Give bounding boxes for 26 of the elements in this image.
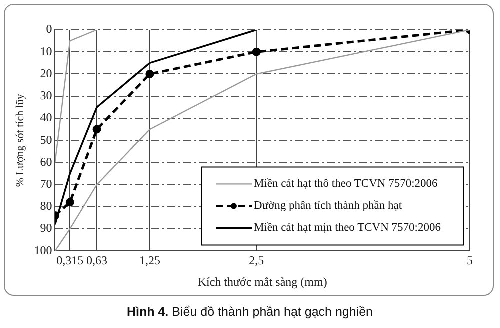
- y-tick-label: 90: [40, 221, 52, 236]
- y-tick-label: 70: [40, 176, 52, 191]
- point: [92, 125, 102, 134]
- x-tick-label: 0,315: [56, 254, 84, 268]
- text: Hình 4. Biểu đồ thành phần hạt gạch nghiền: [126, 305, 374, 319]
- point: [146, 70, 154, 78]
- y-tick-label: 60: [40, 154, 52, 169]
- x-tick-label: 5: [467, 254, 473, 268]
- y-tick-label: 80: [40, 199, 52, 214]
- x-tick-label: 1,25: [139, 254, 160, 268]
- y-tick-label: 10: [40, 44, 52, 58]
- y-tick-label: 20: [40, 66, 52, 80]
- y-tick-label: 100: [34, 243, 52, 258]
- y-tick-label: 40: [40, 110, 52, 125]
- legend-label: Miền cát hạt mịn theo TCVN 7570:2006: [254, 222, 442, 234]
- y-tick-label: 50: [40, 132, 52, 147]
- point: [66, 198, 74, 207]
- y-tick-label: 0: [46, 22, 52, 36]
- x-axis-title: Kích thước mắt sàng (mm): [198, 274, 328, 289]
- x-tick-label: 2,5: [249, 254, 264, 268]
- y-tick-label: 30: [40, 88, 52, 103]
- legend-label: Miền cát hạt thô theo TCVN 7570:2006: [254, 178, 438, 190]
- x-tick-label: 0,63: [86, 254, 108, 268]
- point: [252, 48, 261, 56]
- legend-label: Đường phân tích thành phần hạt: [254, 200, 403, 212]
- y-axis-title: % Lượng sót tích lũy: [14, 94, 26, 188]
